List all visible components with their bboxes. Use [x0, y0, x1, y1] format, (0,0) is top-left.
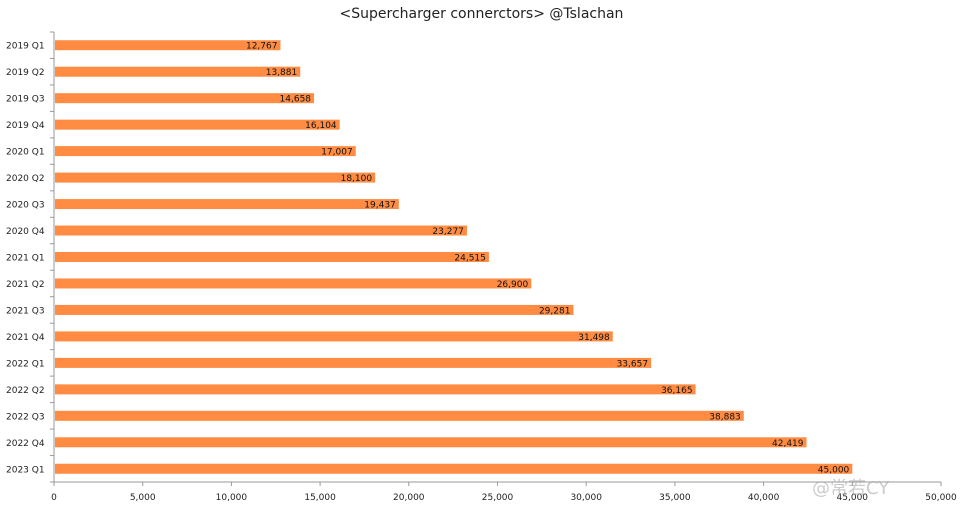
x-tick-label: 0	[51, 493, 57, 503]
bar	[55, 172, 376, 183]
category-label: 2019 Q3	[6, 95, 45, 105]
x-tick-label: 5,000	[130, 493, 156, 503]
data-label: 13,881	[266, 68, 298, 78]
bar	[55, 437, 807, 448]
data-label: 38,883	[709, 412, 741, 422]
category-label: 2020 Q1	[6, 148, 45, 158]
category-label: 2021 Q3	[6, 306, 45, 316]
bar	[55, 199, 399, 210]
category-label: 2022 Q3	[6, 412, 45, 422]
data-label: 36,165	[661, 386, 693, 396]
bar	[55, 40, 281, 51]
bar	[55, 225, 467, 236]
category-label: 2019 Q1	[6, 42, 45, 52]
bar	[55, 304, 574, 315]
data-label: 16,104	[305, 121, 337, 131]
x-tick-label: 10,000	[216, 493, 248, 503]
bar	[55, 93, 315, 104]
category-label: 2022 Q4	[6, 439, 45, 449]
category-label: 2020 Q3	[6, 201, 45, 211]
category-label: 2022 Q1	[6, 359, 45, 369]
bar	[55, 146, 356, 157]
bar	[55, 384, 696, 395]
data-label: 24,515	[454, 254, 486, 264]
x-tick-label: 20,000	[393, 493, 425, 503]
category-label: 2023 Q1	[6, 465, 45, 475]
bar	[55, 278, 532, 289]
data-label: 45,000	[818, 465, 850, 475]
x-tick-label: 30,000	[570, 493, 602, 503]
bar	[55, 66, 301, 77]
category-label: 2020 Q2	[6, 174, 45, 184]
category-label: 2021 Q1	[6, 254, 45, 264]
data-label: 33,657	[617, 359, 649, 369]
category-label: 2021 Q2	[6, 280, 45, 290]
bar	[55, 252, 489, 262]
bar	[55, 410, 744, 421]
category-label: 2019 Q2	[6, 68, 45, 78]
x-tick-label: 25,000	[482, 493, 514, 503]
bar	[55, 331, 613, 342]
category-label: 2020 Q4	[6, 227, 45, 237]
data-label: 31,498	[578, 333, 610, 343]
bar	[55, 357, 652, 368]
category-label: 2021 Q4	[6, 333, 45, 343]
watermark: @常若CY	[812, 478, 890, 499]
x-tick-label: 45,000	[837, 493, 869, 503]
category-label: 2019 Q4	[6, 121, 45, 131]
category-label: 2022 Q2	[6, 386, 45, 396]
data-label: 23,277	[432, 227, 464, 237]
data-label: 17,007	[321, 148, 353, 158]
x-tick-label: 35,000	[659, 493, 691, 503]
data-label: 12,767	[246, 42, 278, 52]
chart-title: <Supercharger connerctors> @Tslachan	[339, 6, 624, 22]
x-tick-label: 40,000	[748, 493, 780, 503]
data-label: 29,281	[539, 306, 571, 316]
data-label: 18,100	[341, 174, 373, 184]
x-tick-label: 50,000	[925, 493, 957, 503]
data-label: 26,900	[497, 280, 529, 290]
data-label: 19,437	[364, 201, 396, 211]
data-label: 42,419	[772, 439, 804, 449]
bar	[55, 119, 340, 130]
data-label: 14,658	[280, 95, 312, 105]
bar	[55, 463, 853, 474]
x-tick-label: 15,000	[304, 493, 336, 503]
